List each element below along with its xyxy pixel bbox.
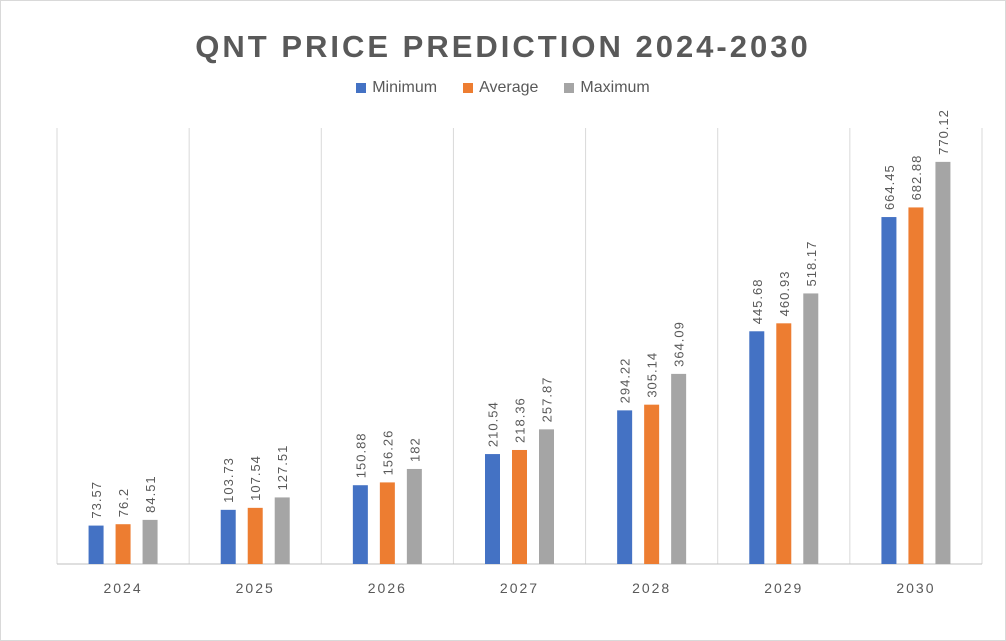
chart-title: QNT PRICE PREDICTION 2024-2030 (195, 29, 811, 64)
bar-maximum-2025 (274, 497, 290, 564)
bar-average-2029 (776, 323, 792, 564)
bar-maximum-2028 (671, 373, 687, 564)
legend-label-minimum: Minimum (372, 79, 438, 96)
bar-minimum-2029 (749, 331, 765, 564)
x-tick-label-2030: 2030 (896, 580, 935, 596)
legend-item-average: Average (463, 79, 538, 97)
data-label-minimum-2028: 294.22 (618, 358, 633, 404)
data-label-minimum-2026: 150.88 (353, 432, 368, 478)
legend-swatch-average (463, 83, 474, 93)
x-tick-label-2024: 2024 (103, 580, 142, 596)
bar-average-2024 (115, 524, 131, 564)
data-label-minimum-2025: 103.73 (221, 457, 236, 503)
x-tick-label-2027: 2027 (500, 580, 539, 596)
data-label-maximum-2029: 518.17 (804, 241, 819, 287)
bar-maximum-2024 (142, 519, 158, 564)
data-label-average-2030: 682.88 (909, 155, 924, 201)
bar-minimum-2024 (88, 525, 104, 564)
legend-swatch-minimum (356, 83, 367, 93)
data-label-maximum-2027: 257.87 (540, 377, 555, 423)
data-label-average-2029: 460.93 (777, 271, 792, 317)
bar-average-2025 (247, 507, 263, 564)
bar-minimum-2026 (352, 485, 368, 564)
legend-label-average: Average (479, 79, 539, 96)
data-label-minimum-2029: 445.68 (750, 279, 765, 325)
legend-item-minimum: Minimum (356, 79, 437, 97)
data-label-maximum-2025: 127.51 (275, 445, 290, 491)
legend: Minimum Average Maximum (1, 79, 1005, 97)
bar-minimum-2027 (485, 454, 500, 564)
bar-average-2027 (512, 449, 527, 564)
data-label-maximum-2026: 182 (407, 437, 422, 462)
legend-swatch-maximum (564, 83, 575, 93)
legend-label-maximum: Maximum (580, 79, 650, 96)
bar-minimum-2028 (617, 410, 633, 564)
data-label-minimum-2027: 210.54 (486, 401, 501, 447)
data-label-minimum-2030: 664.45 (882, 164, 897, 210)
bar-maximum-2027 (539, 429, 554, 564)
bar-average-2028 (644, 404, 660, 564)
bar-maximum-2030 (935, 161, 951, 565)
data-label-maximum-2024: 84.51 (143, 475, 158, 513)
x-tick-label-2026: 2026 (368, 580, 407, 596)
data-label-maximum-2028: 364.09 (672, 321, 687, 367)
bar-minimum-2025 (220, 509, 236, 564)
data-label-average-2025: 107.54 (248, 455, 263, 501)
bar-maximum-2029 (803, 293, 819, 564)
x-tick-label-2029: 2029 (764, 580, 803, 596)
bar-minimum-2030 (881, 217, 897, 564)
x-tick-label-2028: 2028 (632, 580, 671, 596)
data-label-average-2024: 76.2 (116, 488, 131, 517)
data-label-maximum-2030: 770.12 (936, 109, 951, 155)
x-tick-label-2025: 2025 (236, 580, 275, 596)
bar-maximum-2026 (406, 468, 422, 564)
bar-average-2026 (379, 482, 395, 564)
bar-average-2030 (908, 207, 924, 564)
data-label-average-2028: 305.14 (645, 352, 660, 398)
legend-item-maximum: Maximum (564, 79, 650, 97)
data-label-average-2027: 218.36 (513, 397, 528, 443)
data-label-minimum-2024: 73.57 (89, 481, 104, 519)
data-label-average-2026: 156.26 (380, 430, 395, 476)
